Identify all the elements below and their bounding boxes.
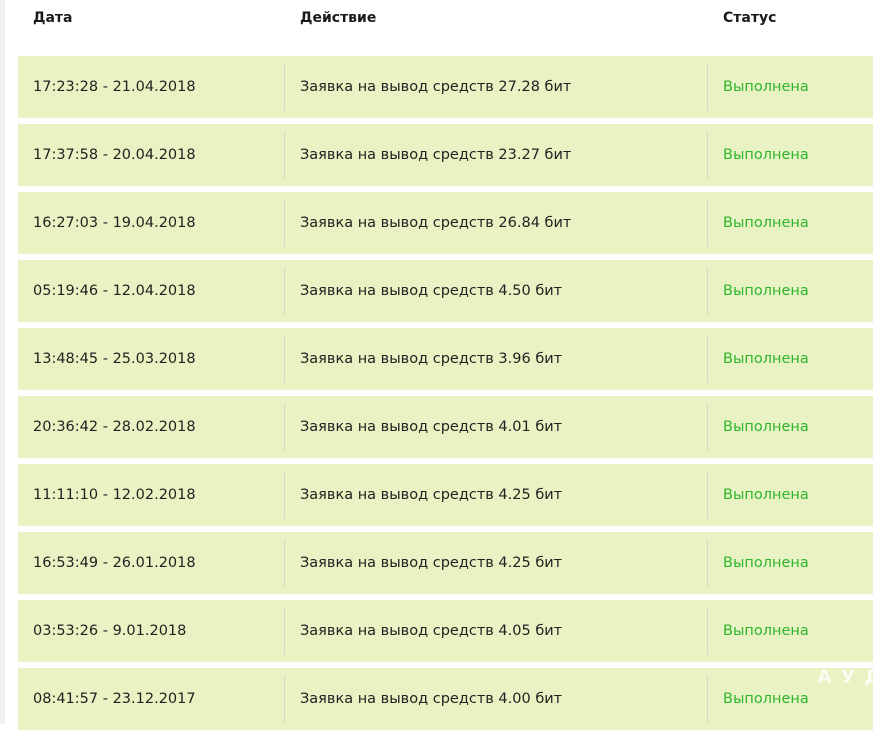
column-divider [284,471,285,519]
row-date: 20:36:42 - 28.02.2018 [33,419,196,435]
column-divider [284,539,285,587]
column-divider [284,267,285,315]
row-action: Заявка на вывод средств 4.00 бит [300,691,563,707]
row-status: Выполнена [723,147,809,163]
row-date: 16:27:03 - 19.04.2018 [33,215,196,231]
row-status: Выполнена [723,351,809,367]
row-status: Выполнена [723,487,809,503]
row-action: Заявка на вывод средств 23.27 бит [300,147,572,163]
row-status: Выполнена [723,79,809,95]
header-date: Дата [33,10,73,26]
table-row: 11:11:10 - 12.02.2018 Заявка на вывод ср… [18,464,873,526]
table-row: 16:53:49 - 26.01.2018 Заявка на вывод ср… [18,532,873,594]
row-action: Заявка на вывод средств 26.84 бит [300,215,572,231]
column-divider [284,335,285,383]
table-row: 20:36:42 - 28.02.2018 Заявка на вывод ср… [18,396,873,458]
row-date: 13:48:45 - 25.03.2018 [33,351,196,367]
row-action: Заявка на вывод средств 4.50 бит [300,283,563,299]
table-row: 05:19:46 - 12.04.2018 Заявка на вывод ср… [18,260,873,322]
column-divider [284,63,285,111]
column-divider [707,131,708,179]
column-divider [707,675,708,723]
row-status: Выполнена [723,215,809,231]
table-row: 08:41:57 - 23.12.2017 Заявка на вывод ср… [18,668,873,730]
row-date: 03:53:26 - 9.01.2018 [33,623,187,639]
table-row: 16:27:03 - 19.04.2018 Заявка на вывод ср… [18,192,873,254]
left-border [0,0,5,724]
row-date: 17:23:28 - 21.04.2018 [33,79,196,95]
row-date: 05:19:46 - 12.04.2018 [33,283,196,299]
header-status: Статус [723,10,777,26]
column-divider [707,607,708,655]
row-action: Заявка на вывод средств 4.05 бит [300,623,563,639]
table-row: 03:53:26 - 9.01.2018 Заявка на вывод сре… [18,600,873,662]
row-date: 16:53:49 - 26.01.2018 [33,555,196,571]
row-action: Заявка на вывод средств 4.01 бит [300,419,563,435]
column-divider [284,675,285,723]
row-action: Заявка на вывод средств 27.28 бит [300,79,572,95]
row-status: Выполнена [723,419,809,435]
column-divider [707,267,708,315]
watermark: АУДИ [817,666,888,688]
row-action: Заявка на вывод средств 4.25 бит [300,487,563,503]
column-divider [284,607,285,655]
column-divider [707,199,708,247]
row-status: Выполнена [723,555,809,571]
column-divider [707,471,708,519]
column-divider [284,131,285,179]
column-divider [707,403,708,451]
row-status: Выполнена [723,691,809,707]
transactions-table: 17:23:28 - 21.04.2018 Заявка на вывод ср… [18,56,873,736]
row-date: 08:41:57 - 23.12.2017 [33,691,196,707]
row-status: Выполнена [723,283,809,299]
row-date: 17:37:58 - 20.04.2018 [33,147,196,163]
column-divider [707,63,708,111]
column-divider [707,335,708,383]
table-row: 17:23:28 - 21.04.2018 Заявка на вывод ср… [18,56,873,118]
column-divider [284,199,285,247]
column-divider [284,403,285,451]
row-status: Выполнена [723,623,809,639]
row-action: Заявка на вывод средств 4.25 бит [300,555,563,571]
column-divider [707,539,708,587]
table-row: 17:37:58 - 20.04.2018 Заявка на вывод ср… [18,124,873,186]
row-action: Заявка на вывод средств 3.96 бит [300,351,563,367]
header-action: Действие [300,10,377,26]
table-row: 13:48:45 - 25.03.2018 Заявка на вывод ср… [18,328,873,390]
row-date: 11:11:10 - 12.02.2018 [33,487,196,503]
